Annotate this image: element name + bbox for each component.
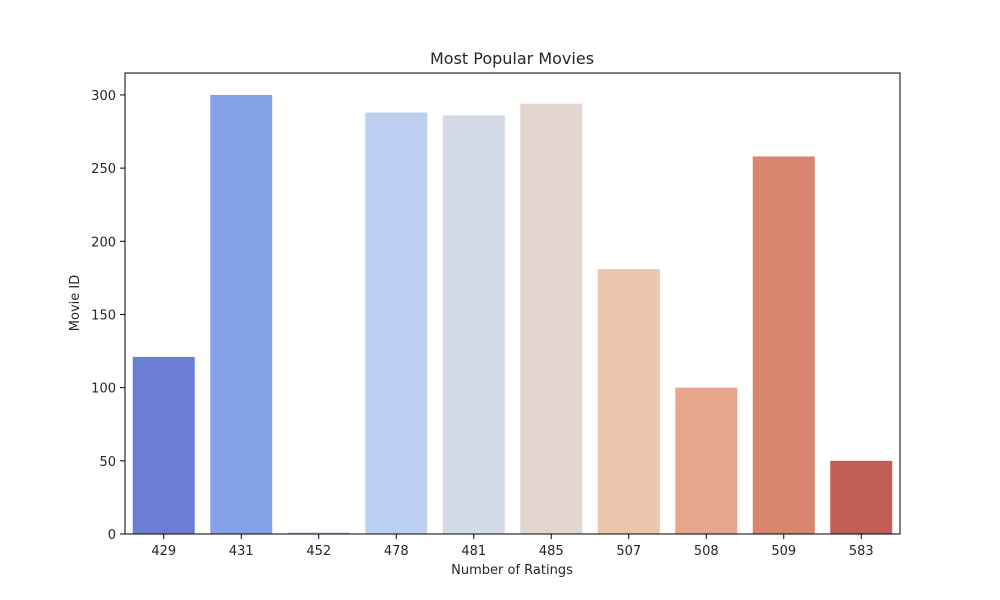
bar-508 <box>675 387 738 534</box>
x-tick-label: 507 <box>616 544 641 559</box>
y-tick-label: 200 <box>91 235 116 250</box>
x-tick-label: 431 <box>229 544 254 559</box>
x-tick-label: 429 <box>151 544 176 559</box>
bars-group <box>132 94 893 534</box>
x-tick-label: 509 <box>771 544 796 559</box>
x-tick-label: 478 <box>384 544 409 559</box>
bar-478 <box>365 112 428 534</box>
y-tick-label: 150 <box>91 308 116 323</box>
x-axis-label: Number of Ratings <box>451 563 573 578</box>
chart-title: Most Popular Movies <box>430 49 594 68</box>
x-axis-ticks: 429 431 452 478 481 485 507 508 509 583 <box>151 534 874 559</box>
bar-509 <box>752 156 815 534</box>
bar-507 <box>597 269 660 534</box>
bar-431 <box>210 94 273 534</box>
y-tick-label: 100 <box>91 382 116 397</box>
bar-481 <box>442 115 505 534</box>
y-tick-label: 50 <box>99 455 116 470</box>
plot-frame <box>124 72 901 535</box>
x-tick-label: 583 <box>849 544 874 559</box>
y-tick-label: 0 <box>108 528 116 543</box>
y-tick-label: 250 <box>91 162 116 177</box>
y-axis-ticks: 0 50 100 150 200 250 300 <box>91 89 125 543</box>
y-tick-label: 300 <box>91 89 116 104</box>
bar-429 <box>132 356 195 534</box>
x-tick-label: 485 <box>539 544 564 559</box>
x-tick-label: 481 <box>461 544 486 559</box>
bar-452 <box>287 532 350 534</box>
bar-485 <box>520 103 583 534</box>
x-tick-label: 508 <box>694 544 719 559</box>
bar-583 <box>830 460 893 534</box>
y-axis-label: Movie ID <box>68 275 83 331</box>
x-tick-label: 452 <box>306 544 331 559</box>
